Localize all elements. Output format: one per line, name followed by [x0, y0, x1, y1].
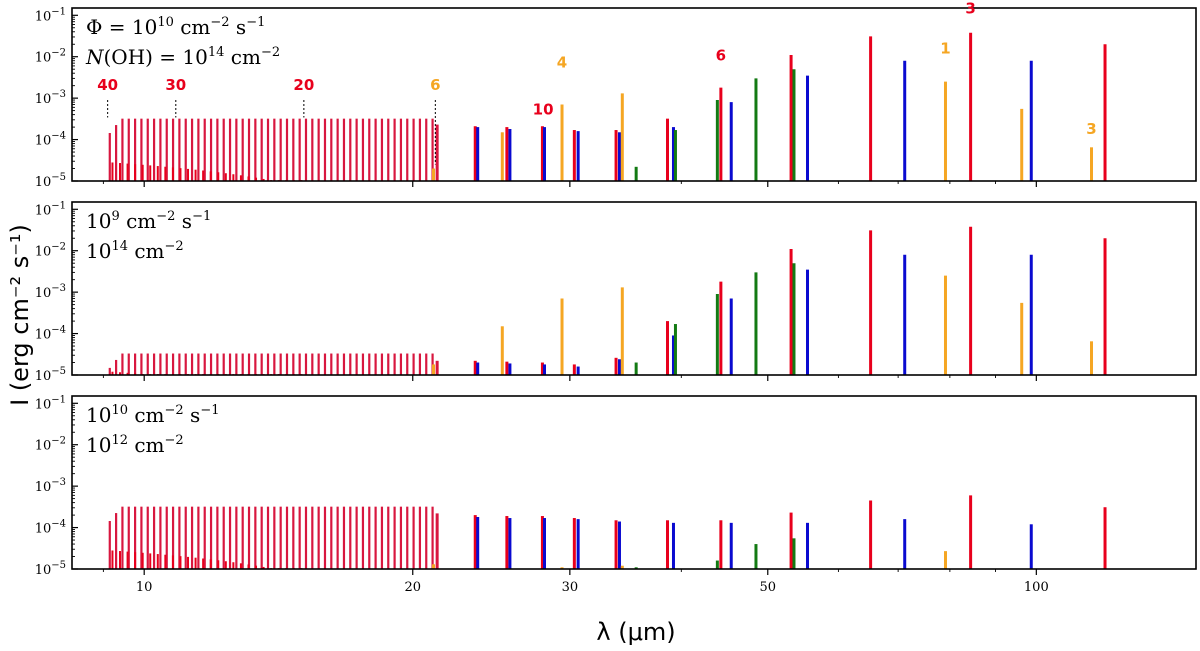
annotation-label: 10: [533, 101, 554, 119]
y-tick-label: 10−5: [35, 172, 66, 190]
annotation-label: 6: [430, 76, 440, 94]
y-tick-label: 10−1: [35, 6, 66, 24]
spectral-lines: [108, 32, 1107, 181]
x-tick-label: 10: [136, 580, 153, 595]
panel-label-line: 109 cm−2 s−1: [86, 209, 211, 233]
y-tick-label: 10−1: [35, 394, 66, 412]
panel-2: 10−5 10−4 10−3 10−2 10−1 109 cm−2 s−1 1014 cm−…: [35, 200, 1197, 384]
y-tick-label: 10−5: [35, 560, 66, 578]
panel-1: 10−5 10−4 10−3 10−2 10−1 Φ = 1010 cm−2 s−1 N(O…: [35, 0, 1197, 190]
y-tick-label: 10−3: [35, 477, 66, 495]
spectral-lines: [108, 226, 1107, 375]
panel-label-line: Φ = 1010 cm−2 s−1: [86, 15, 265, 39]
annotation-label: 4: [557, 53, 567, 71]
x-tick-label: 50: [759, 580, 776, 595]
panel-label-line: 1010 cm−2 s−1: [86, 403, 220, 427]
annotation-label: 3: [1086, 120, 1096, 138]
panels: 10−5 10−4 10−3 10−2 10−1 Φ = 1010 cm−2 s−1 N(O…: [35, 0, 1197, 595]
annotation-label: 20: [293, 76, 314, 94]
y-tick-label: 10−3: [35, 89, 66, 107]
panel-frame: [71, 7, 1197, 182]
panel-frame: [71, 201, 1197, 376]
y-tick-label: 10−2: [35, 436, 66, 454]
y-tick-label: 10−1: [35, 200, 66, 218]
annotation-label: 40: [97, 76, 118, 94]
y-tick-label: 10−2: [35, 242, 66, 260]
x-tick-label: 30: [562, 580, 579, 595]
y-tick-label: 10−4: [35, 325, 66, 343]
spectral-lines: [108, 495, 1107, 569]
x-tick-label: 100: [1024, 580, 1049, 595]
annotation-label: 1: [940, 39, 950, 57]
annotation-label: 30: [165, 76, 186, 94]
annotation-label: 3: [965, 0, 975, 18]
y-tick-label: 10−4: [35, 131, 66, 149]
annotation-label: 6: [716, 47, 726, 65]
panel-frame: [71, 395, 1197, 570]
panel-3: 10−5 10−4 10−3 10−2 10−1 10 20 30 50 100 1010 cm−2…: [35, 394, 1197, 595]
panel-label-line: 1014 cm−2: [86, 239, 184, 263]
y-tick-label: 10−2: [35, 48, 66, 66]
panel-label-line: N(OH) = 1014 cm−2: [85, 45, 280, 69]
x-axis-label: λ (μm): [596, 618, 675, 646]
y-axis-label: I (erg cm⁻² s⁻¹): [6, 224, 34, 406]
panel-label-line: 1012 cm−2: [86, 433, 184, 457]
y-tick-label: 10−5: [35, 366, 66, 384]
y-tick-label: 10−4: [35, 519, 66, 537]
x-tick-label: 20: [404, 580, 421, 595]
y-tick-label: 10−3: [35, 283, 66, 301]
